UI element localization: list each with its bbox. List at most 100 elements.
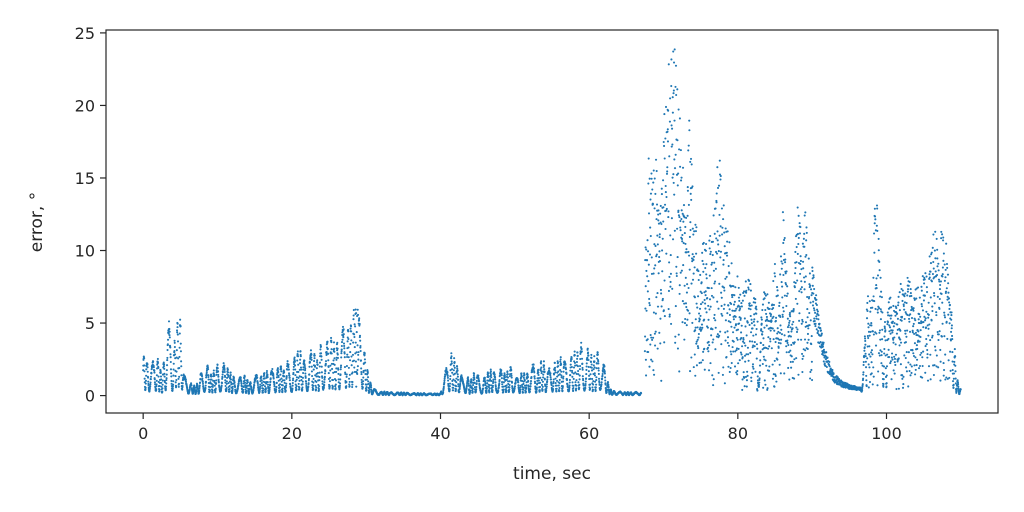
data-point — [870, 361, 873, 364]
data-point — [695, 302, 698, 305]
data-point — [862, 363, 865, 367]
data-point — [876, 207, 879, 210]
data-point — [678, 370, 681, 373]
data-point — [691, 185, 694, 188]
data-point — [683, 284, 686, 287]
data-point — [721, 233, 724, 236]
data-point — [158, 381, 161, 384]
data-point — [780, 328, 783, 331]
data-point — [774, 275, 777, 278]
data-point — [882, 385, 885, 388]
data-point — [150, 372, 153, 375]
data-point — [758, 364, 762, 367]
data-point — [532, 363, 535, 366]
data-point — [549, 372, 552, 375]
data-point — [446, 376, 449, 379]
data-point — [545, 383, 548, 386]
data-point — [656, 292, 659, 295]
data-point — [725, 254, 729, 257]
data-point — [912, 322, 915, 325]
data-point — [749, 308, 752, 311]
data-point — [793, 358, 796, 361]
data-point — [864, 337, 867, 340]
data-point — [357, 351, 360, 354]
data-point — [870, 349, 873, 352]
data-point — [488, 390, 491, 393]
data-point — [806, 347, 809, 351]
data-point — [268, 388, 271, 391]
data-point — [648, 253, 652, 256]
data-point — [358, 317, 361, 320]
data-point — [729, 321, 732, 324]
data-point — [539, 381, 542, 384]
data-point — [868, 345, 871, 348]
data-point — [570, 365, 573, 369]
data-point — [718, 334, 721, 337]
data-point — [343, 347, 346, 350]
data-point — [706, 326, 709, 329]
data-point — [937, 278, 941, 281]
data-point — [746, 346, 749, 349]
data-point — [909, 363, 912, 366]
data-point — [653, 332, 656, 335]
data-point — [756, 389, 759, 392]
data-point — [224, 381, 227, 384]
data-point — [502, 381, 505, 384]
data-point — [447, 379, 450, 382]
data-point — [933, 364, 936, 367]
data-point — [777, 351, 780, 354]
data-point — [252, 389, 255, 392]
data-point — [488, 387, 491, 390]
data-point — [327, 372, 330, 375]
data-point — [801, 320, 804, 323]
data-point — [759, 359, 762, 362]
data-point — [800, 338, 803, 341]
data-point — [546, 376, 549, 379]
data-point — [331, 367, 334, 370]
data-point — [921, 309, 924, 312]
data-point — [603, 370, 606, 373]
data-point — [543, 378, 546, 381]
data-point — [698, 312, 701, 315]
data-point — [595, 376, 598, 379]
data-point — [343, 366, 347, 369]
data-point — [942, 259, 945, 262]
data-point — [657, 213, 660, 216]
data-point — [889, 296, 892, 299]
data-point — [944, 290, 948, 293]
data-point — [714, 207, 717, 210]
data-point — [725, 356, 728, 359]
data-point — [950, 314, 953, 317]
data-point — [597, 362, 600, 365]
data-point — [903, 295, 906, 298]
data-point — [753, 345, 756, 348]
data-point — [266, 383, 269, 386]
data-point — [292, 368, 295, 371]
data-point — [688, 254, 691, 257]
data-point — [831, 368, 834, 372]
data-point — [152, 366, 155, 369]
data-point — [147, 376, 150, 379]
data-point — [705, 277, 708, 280]
data-point — [929, 270, 932, 273]
data-point — [244, 381, 247, 384]
data-point — [233, 381, 236, 384]
data-point — [672, 92, 675, 95]
data-point — [537, 373, 540, 377]
data-point — [217, 375, 220, 378]
data-point — [280, 377, 283, 380]
data-point — [815, 303, 818, 307]
data-point — [666, 140, 670, 143]
data-point — [691, 321, 694, 324]
data-point — [825, 365, 828, 369]
data-point — [929, 378, 932, 381]
x-tick-label: 20 — [282, 424, 302, 443]
data-point — [794, 266, 797, 270]
data-point — [184, 380, 188, 383]
data-point — [737, 347, 740, 350]
data-point — [669, 272, 672, 275]
data-point — [893, 336, 896, 339]
data-point — [942, 362, 945, 365]
data-point — [211, 391, 214, 394]
